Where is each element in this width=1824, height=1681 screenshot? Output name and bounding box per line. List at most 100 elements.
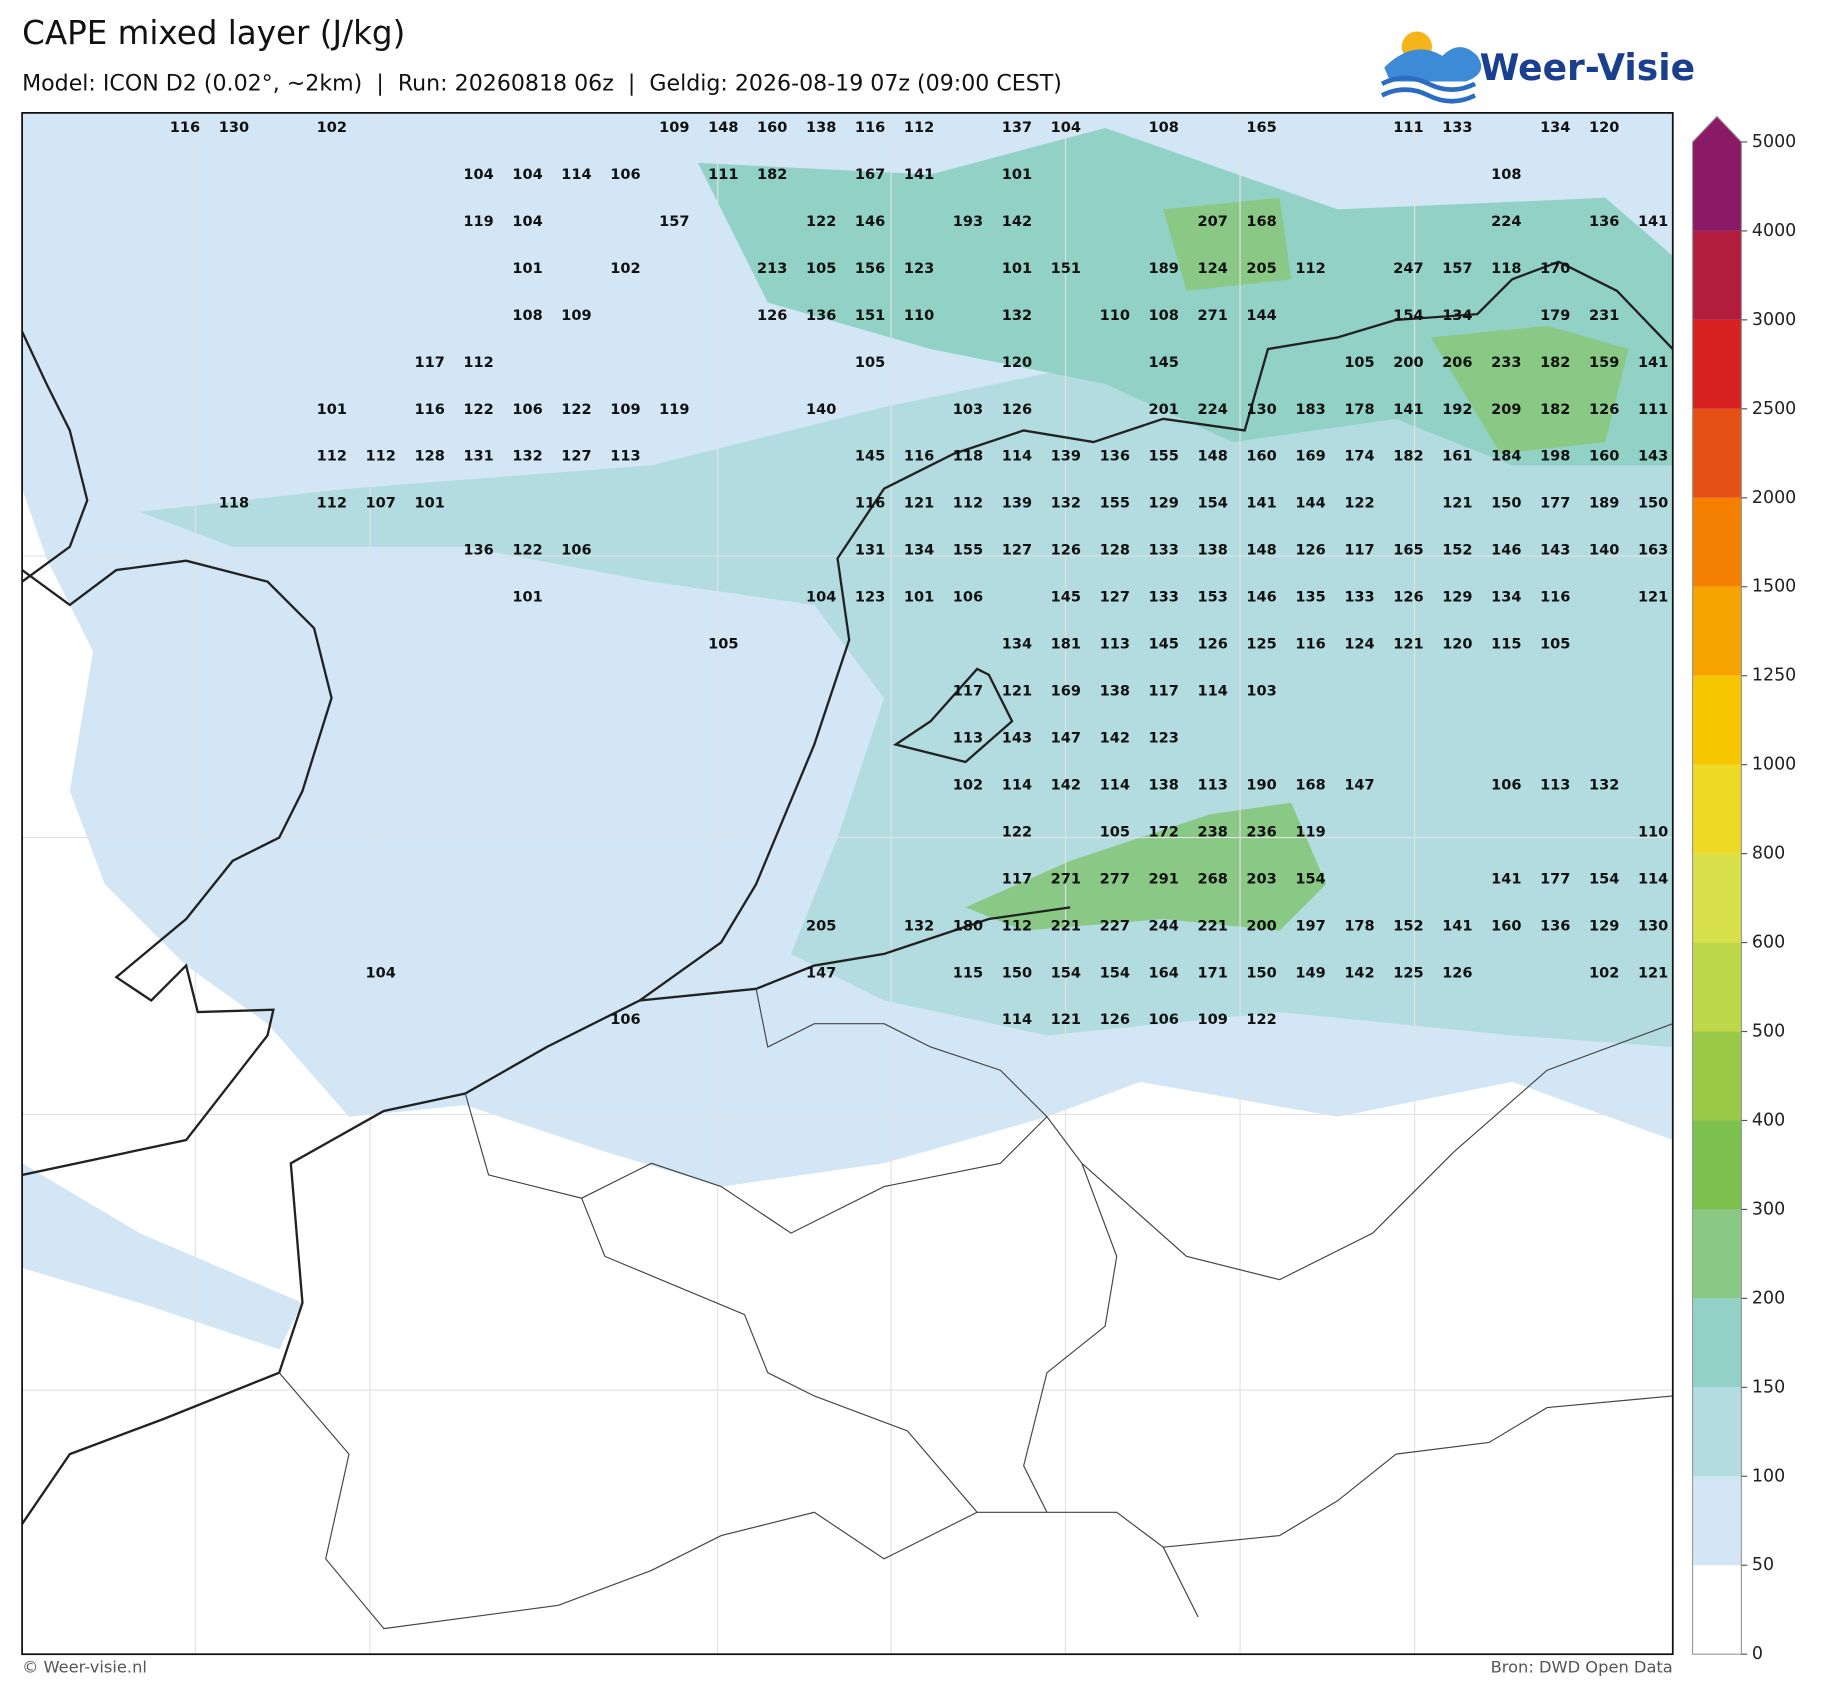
cape-value: 133 [1442,120,1472,136]
colorbar-band [1692,497,1742,587]
cape-value: 177 [1540,496,1570,512]
cape-value: 172 [1149,824,1179,840]
cape-value: 110 [1100,308,1130,324]
colorbar-band [1692,1565,1742,1655]
cape-value: 126 [1002,402,1032,418]
cape-value: 112 [953,496,983,512]
cape-value: 163 [1638,543,1668,559]
colorbar-band [1692,764,1742,854]
cape-value: 119 [1295,824,1325,840]
cape-value: 154 [1589,871,1619,887]
cape-value: 106 [561,543,591,559]
cape-value: 133 [1149,543,1179,559]
cape-value: 130 [219,120,249,136]
cape-value: 174 [1344,449,1374,465]
cape-value: 134 [1442,308,1472,324]
cape-value: 112 [317,449,347,465]
cape-value: 169 [1295,449,1325,465]
cape-value: 189 [1589,496,1619,512]
cape-value: 121 [1638,965,1668,981]
cape-value: 122 [1344,496,1374,512]
cape-value: 130 [1638,918,1668,934]
cape-value: 135 [1295,590,1325,606]
colorbar-tick-label: 1000 [1752,755,1796,775]
cape-value: 145 [1149,637,1179,653]
colorbar-band [1692,1031,1742,1121]
colorbar-band [1692,942,1742,1032]
colorbar-band [1692,1298,1742,1388]
cape-value: 113 [953,730,983,746]
cape-value: 101 [512,590,542,606]
cape-value: 122 [1002,824,1032,840]
cape-value: 160 [1491,918,1521,934]
cape-value: 189 [1149,261,1179,277]
cape-value: 177 [1540,871,1570,887]
cape-value: 178 [1344,402,1374,418]
cape-shading-high [1163,197,1629,454]
colorbar-band [1692,1387,1742,1477]
logo: Weer-Visie [1380,31,1695,104]
cape-value: 159 [1589,355,1619,371]
cape-value: 126 [1589,402,1619,418]
cape-value: 136 [463,543,493,559]
cape-value: 121 [1442,496,1472,512]
cape-value: 147 [1051,730,1081,746]
cape-value: 104 [512,214,542,230]
cape-value: 205 [806,918,836,934]
cape-value: 140 [1589,543,1619,559]
colorbar-tick-label: 3000 [1752,310,1796,330]
cape-value: 113 [610,449,640,465]
cape-value: 104 [463,167,493,183]
colorbar-tick-label: 600 [1752,933,1785,953]
copyright: © Weer-visie.nl [22,1658,147,1677]
cape-value: 129 [1589,918,1619,934]
cape-value: 102 [610,261,640,277]
colorbar-band [1692,853,1742,943]
cape-value: 221 [1197,918,1227,934]
cape-value: 137 [1002,120,1032,136]
cape-value: 154 [1197,496,1227,512]
cape-value: 148 [1246,543,1276,559]
cape-value: 115 [1491,637,1521,653]
cape-value: 247 [1393,261,1423,277]
cape-value: 160 [1246,449,1276,465]
cape-value: 124 [1344,637,1374,653]
cape-value: 141 [1638,214,1668,230]
cape-value: 143 [1638,449,1668,465]
colorbar-tick-label: 150 [1752,1377,1785,1397]
colorbar-extend [1692,116,1742,142]
cape-value: 122 [512,543,542,559]
cape-value: 106 [610,167,640,183]
cape-value: 136 [1100,449,1130,465]
cape-value: 126 [1393,590,1423,606]
cape-value: 151 [855,308,885,324]
cape-value: 144 [1246,308,1276,324]
cape-value: 113 [1540,777,1570,793]
cape-value: 104 [1051,120,1081,136]
cape-value: 102 [317,120,347,136]
cape-value: 107 [366,496,396,512]
cape-value: 138 [1100,684,1130,700]
cape-value: 116 [855,496,885,512]
cape-value: 113 [1197,777,1227,793]
cape-value: 227 [1100,918,1130,934]
cape-value: 142 [1002,214,1032,230]
cape-value: 231 [1589,308,1619,324]
cape-value: 147 [1344,777,1374,793]
colorbar: 0 50 100 150 200 300 400 500 600 800 1000 1250 1500 2… [1691,115,1796,1664]
cape-value: 108 [1149,120,1179,136]
colorbar-tick-label: 300 [1752,1199,1785,1219]
cape-value: 126 [757,308,787,324]
cape-value: 118 [953,449,983,465]
cape-value: 117 [953,684,983,700]
cape-value: 109 [561,308,591,324]
cape-value: 122 [463,402,493,418]
cape-value: 106 [1149,1012,1179,1028]
cape-value: 146 [855,214,885,230]
cape-value: 126 [1295,543,1325,559]
cape-value: 105 [1100,824,1130,840]
cape-value: 132 [904,918,934,934]
cape-value: 114 [1002,777,1032,793]
